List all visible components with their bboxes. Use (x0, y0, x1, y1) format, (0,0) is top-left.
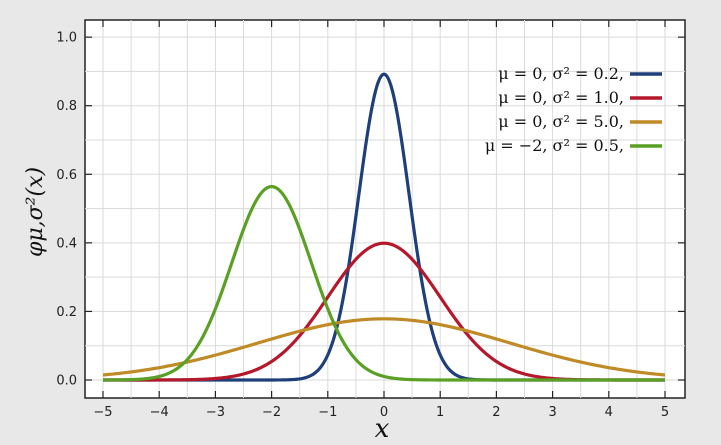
legend: μ = 0, σ² = 0.2, μ = 0, σ² = 1.0, μ = 0, σ… (485, 64, 662, 155)
x-ticks: −5 −4 −3 −2 −1 0 1 2 3 4 5 (93, 20, 669, 420)
x-tick-label: 3 (548, 405, 556, 420)
series-line (102, 317, 666, 377)
x-axis-title: x (375, 414, 390, 444)
x-tick-label: 1 (436, 405, 444, 420)
x-tick-label: −5 (93, 405, 112, 420)
legend-label: μ = 0, σ² = 0.2, (498, 64, 624, 83)
y-tick-label: 1.0 (56, 31, 77, 46)
x-tick-label: −1 (318, 405, 337, 420)
x-tick-label: 0 (380, 405, 388, 420)
legend-label: μ = 0, σ² = 1.0, (498, 88, 624, 107)
x-tick-label: 4 (605, 405, 613, 420)
x-tick-label: 2 (492, 405, 500, 420)
legend-label: μ = 0, σ² = 5.0, (498, 112, 624, 131)
y-axis-title: φμ,σ²(x) (23, 167, 48, 257)
x-tick-label: −4 (150, 405, 169, 420)
series-line (102, 184, 666, 382)
x-tick-label: 5 (661, 405, 669, 420)
legend-label: μ = −2, σ² = 0.5, (485, 136, 624, 155)
x-tick-label: −3 (206, 405, 225, 420)
series-lines (102, 72, 666, 382)
y-tick-label: 0.4 (56, 236, 77, 251)
y-tick-label: 0.8 (56, 99, 77, 114)
y-tick-label: 0.0 (56, 374, 77, 389)
y-tick-label: 0.2 (56, 305, 77, 320)
y-tick-label: 0.6 (56, 168, 77, 183)
x-tick-label: −2 (262, 405, 281, 420)
y-ticks: 0.0 0.2 0.4 0.6 0.8 1.0 (56, 31, 685, 389)
